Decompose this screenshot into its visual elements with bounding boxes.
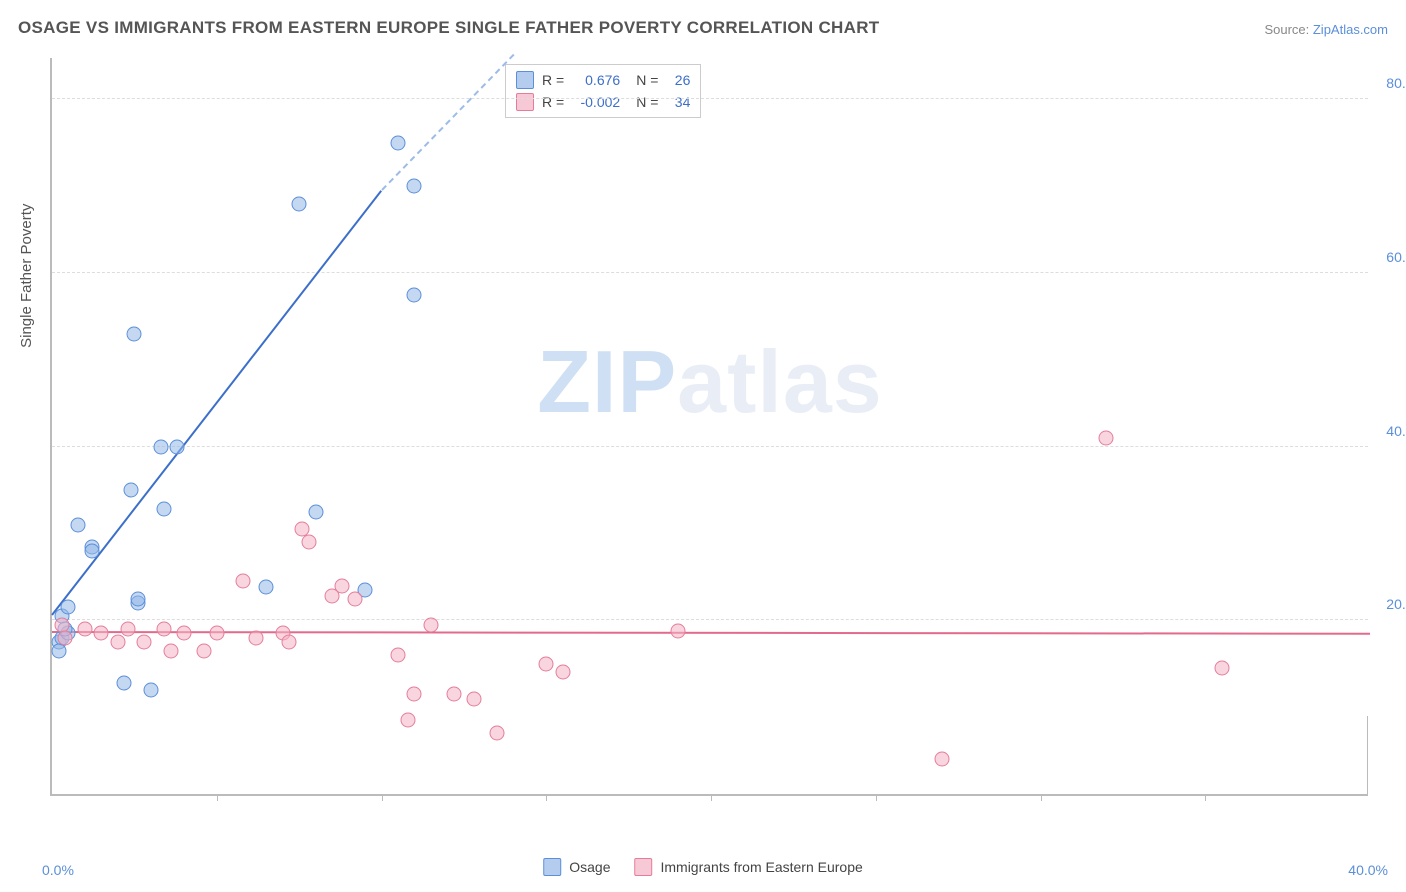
watermark: ZIPatlas: [537, 331, 882, 433]
x-axis-min-label: 0.0%: [42, 862, 74, 878]
scatter-marker-blue: [124, 483, 139, 498]
gridline: [52, 619, 1368, 620]
scatter-marker-pink: [423, 617, 438, 632]
scatter-marker-blue: [130, 591, 145, 606]
y-tick-label: 40.0%: [1376, 423, 1406, 439]
chart-title: OSAGE VS IMMIGRANTS FROM EASTERN EUROPE …: [18, 18, 879, 38]
x-tick: [217, 794, 218, 801]
scatter-marker-pink: [489, 726, 504, 741]
scatter-marker-pink: [1099, 431, 1114, 446]
scatter-marker-blue: [117, 675, 132, 690]
scatter-marker-pink: [236, 574, 251, 589]
x-tick: [1041, 794, 1042, 801]
scatter-marker-blue: [71, 517, 86, 532]
scatter-marker-blue: [259, 580, 274, 595]
scatter-marker-pink: [1214, 661, 1229, 676]
gridline: [52, 272, 1368, 273]
scatter-marker-pink: [157, 622, 172, 637]
scatter-marker-pink: [466, 691, 481, 706]
scatter-marker-blue: [157, 502, 172, 517]
gridline: [52, 446, 1368, 447]
source-link[interactable]: ZipAtlas.com: [1313, 22, 1388, 37]
scatter-marker-pink: [120, 622, 135, 637]
axis-right-stub: [1367, 716, 1368, 794]
legend-swatch: [543, 858, 561, 876]
source-attribution: Source: ZipAtlas.com: [1264, 22, 1388, 37]
scatter-marker-pink: [282, 635, 297, 650]
scatter-marker-pink: [348, 591, 363, 606]
legend-n-label: N =: [636, 94, 658, 110]
scatter-marker-pink: [934, 752, 949, 767]
scatter-marker-pink: [446, 687, 461, 702]
scatter-marker-pink: [77, 622, 92, 637]
scatter-marker-blue: [170, 439, 185, 454]
scatter-marker-blue: [390, 135, 405, 150]
scatter-marker-blue: [61, 600, 76, 615]
legend-r-value: -0.002: [572, 94, 620, 110]
scatter-marker-blue: [308, 504, 323, 519]
scatter-marker-pink: [58, 630, 73, 645]
scatter-marker-blue: [407, 287, 422, 302]
legend-stats-box: R = 0.676 N = 26 R = -0.002 N = 34: [505, 64, 701, 118]
y-tick-label: 60.0%: [1376, 249, 1406, 265]
legend-swatch: [516, 93, 534, 111]
scatter-marker-pink: [302, 535, 317, 550]
x-tick: [711, 794, 712, 801]
scatter-marker-blue: [407, 179, 422, 194]
scatter-marker-pink: [407, 687, 422, 702]
legend-r-value: 0.676: [572, 72, 620, 88]
scatter-marker-pink: [400, 713, 415, 728]
source-prefix: Source:: [1264, 22, 1312, 37]
regression-line-osage: [51, 190, 382, 616]
scatter-marker-pink: [671, 623, 686, 638]
x-tick: [382, 794, 383, 801]
regression-line-osage-dashed: [381, 54, 514, 191]
scatter-marker-pink: [196, 643, 211, 658]
scatter-marker-blue: [143, 682, 158, 697]
watermark-rest: atlas: [677, 332, 883, 431]
scatter-marker-pink: [209, 626, 224, 641]
scatter-marker-pink: [110, 635, 125, 650]
legend-r-label: R =: [542, 94, 564, 110]
scatter-marker-pink: [334, 578, 349, 593]
scatter-marker-pink: [163, 643, 178, 658]
bottom-legend-label: Immigrants from Eastern Europe: [660, 859, 862, 875]
legend-r-label: R =: [542, 72, 564, 88]
legend-n-value: 26: [666, 72, 690, 88]
x-tick: [546, 794, 547, 801]
scatter-marker-blue: [84, 543, 99, 558]
gridline: [52, 98, 1368, 99]
scatter-marker-pink: [249, 630, 264, 645]
plot-area: ZIPatlas R =0.676N =26R =-0.002N =34 20.…: [50, 58, 1368, 796]
scatter-marker-pink: [555, 665, 570, 680]
y-tick-label: 20.0%: [1376, 596, 1406, 612]
y-tick-label: 80.0%: [1376, 75, 1406, 91]
x-tick: [876, 794, 877, 801]
scatter-marker-pink: [137, 635, 152, 650]
scatter-marker-pink: [539, 656, 554, 671]
scatter-marker-blue: [153, 439, 168, 454]
legend-stats-row: R = -0.002 N = 34: [516, 91, 690, 113]
scatter-marker-blue: [292, 196, 307, 211]
legend-n-label: N =: [636, 72, 658, 88]
y-axis-title: Single Father Poverty: [18, 204, 35, 348]
scatter-marker-pink: [176, 626, 191, 641]
bottom-legend-label: Osage: [569, 859, 610, 875]
watermark-zip: ZIP: [537, 332, 677, 431]
bottom-legend: Osage Immigrants from Eastern Europe: [543, 858, 863, 876]
x-axis-max-label: 40.0%: [1348, 862, 1388, 878]
bottom-legend-item: Osage: [543, 858, 610, 876]
legend-n-value: 34: [666, 94, 690, 110]
x-tick: [1205, 794, 1206, 801]
legend-stats-row: R = 0.676 N = 26: [516, 69, 690, 91]
bottom-legend-item: Immigrants from Eastern Europe: [634, 858, 862, 876]
legend-swatch: [634, 858, 652, 876]
scatter-marker-pink: [390, 648, 405, 663]
scatter-marker-pink: [94, 626, 109, 641]
scatter-marker-blue: [51, 643, 66, 658]
scatter-marker-blue: [127, 326, 142, 341]
legend-swatch: [516, 71, 534, 89]
